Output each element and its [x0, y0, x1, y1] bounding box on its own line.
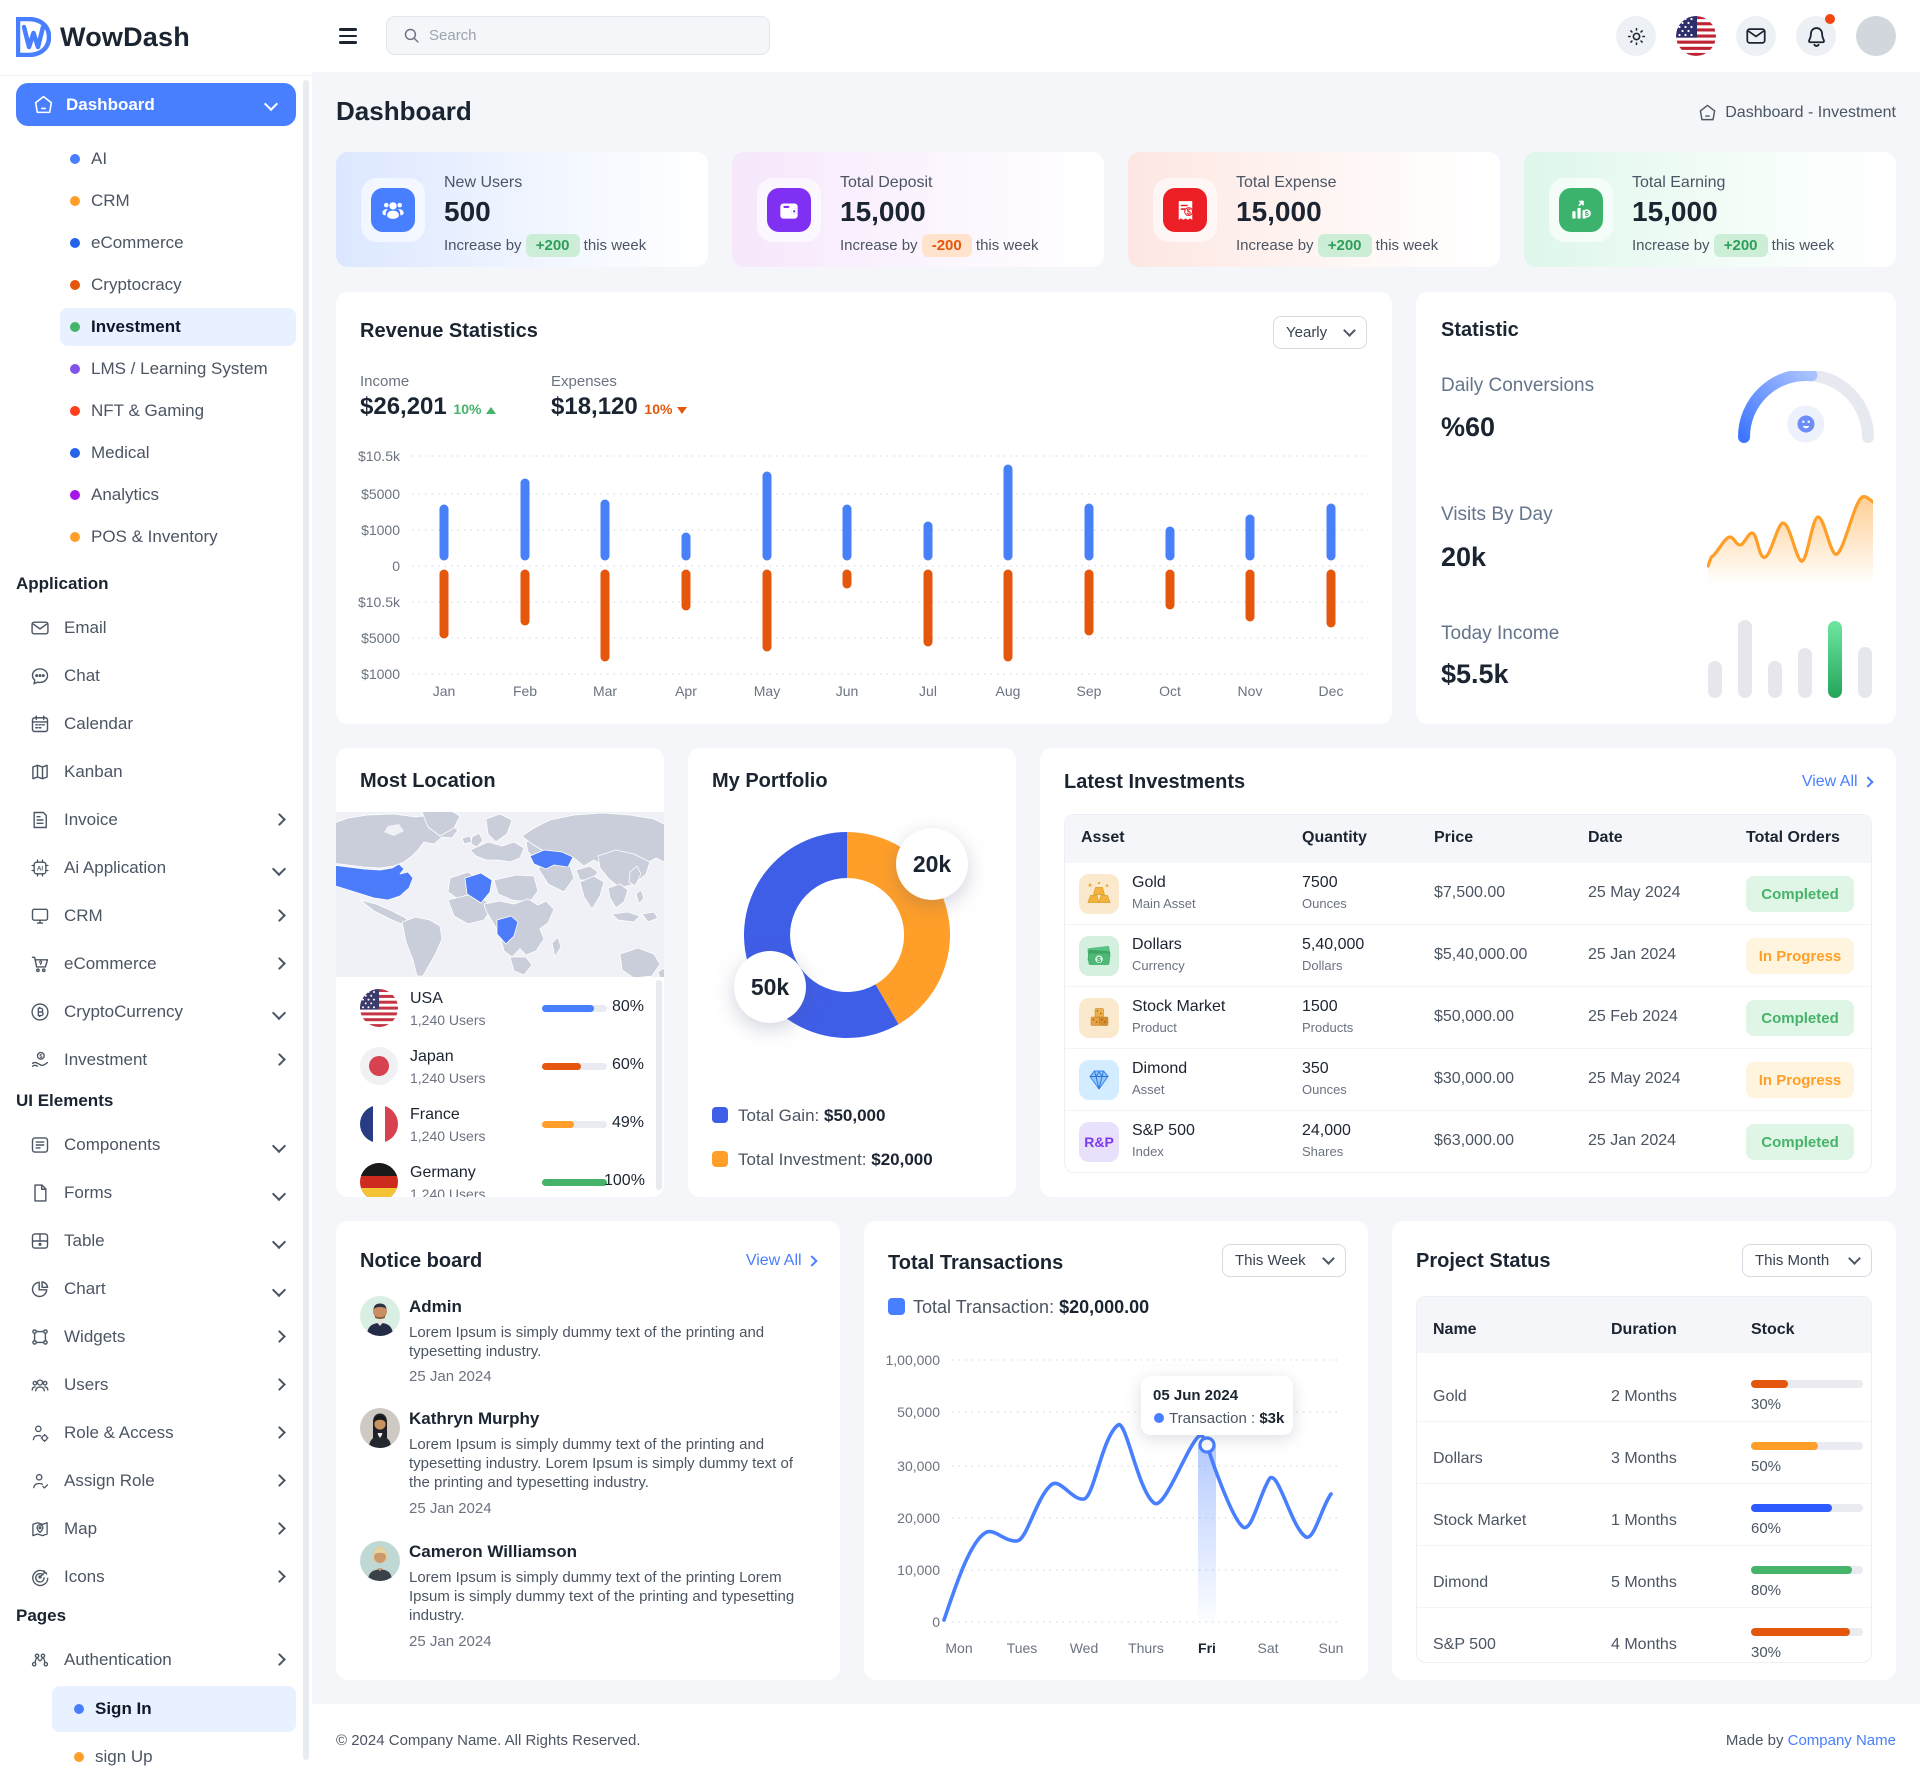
svg-text:20,000: 20,000	[897, 1510, 940, 1526]
svg-text:Fri: Fri	[1198, 1640, 1216, 1656]
svg-text:Dec: Dec	[1319, 683, 1344, 699]
svg-text:$5000: $5000	[361, 486, 400, 502]
svg-text:50k: 50k	[751, 974, 790, 1000]
svg-text:$5000: $5000	[361, 630, 400, 646]
svg-text:Sun: Sun	[1319, 1640, 1344, 1656]
svg-text:Mon: Mon	[945, 1640, 972, 1656]
svg-text:Jul: Jul	[919, 683, 937, 699]
svg-text:$: $	[39, 1054, 42, 1060]
svg-text:Thurs: Thurs	[1128, 1640, 1164, 1656]
svg-text:May: May	[754, 683, 780, 699]
svg-text:1,00,000: 1,00,000	[886, 1352, 941, 1368]
svg-text:Oct: Oct	[1159, 683, 1181, 699]
svg-text:Tues: Tues	[1007, 1640, 1038, 1656]
svg-text:$1000: $1000	[361, 666, 400, 682]
svg-text:0: 0	[392, 558, 400, 574]
svg-text:05 Jun 2024: 05 Jun 2024	[1153, 1387, 1239, 1404]
svg-text:20k: 20k	[913, 851, 952, 877]
svg-text:Aug: Aug	[996, 683, 1021, 699]
svg-text:$: $	[1097, 955, 1102, 964]
svg-text:Nov: Nov	[1238, 683, 1263, 699]
svg-text:$: $	[1186, 207, 1191, 216]
svg-text:10,000: 10,000	[897, 1562, 940, 1578]
svg-text:Mar: Mar	[593, 683, 617, 699]
svg-text:Jun: Jun	[836, 683, 859, 699]
svg-text:Transaction : $3k: Transaction : $3k	[1169, 1410, 1285, 1427]
svg-text:Wed: Wed	[1070, 1640, 1099, 1656]
svg-text:AI: AI	[37, 866, 44, 873]
svg-text:Sat: Sat	[1257, 1640, 1278, 1656]
svg-text:$10.5k: $10.5k	[358, 594, 401, 610]
svg-text:50,000: 50,000	[897, 1404, 940, 1420]
svg-text:$1000: $1000	[361, 522, 400, 538]
svg-text:30,000: 30,000	[897, 1458, 940, 1474]
svg-text:0: 0	[932, 1614, 940, 1630]
svg-text:Sep: Sep	[1077, 683, 1102, 699]
svg-text:$: $	[1585, 209, 1590, 218]
svg-text:Jan: Jan	[433, 683, 456, 699]
svg-text:Feb: Feb	[513, 683, 537, 699]
svg-text:Apr: Apr	[675, 683, 697, 699]
svg-text:$10.5k: $10.5k	[358, 448, 401, 464]
